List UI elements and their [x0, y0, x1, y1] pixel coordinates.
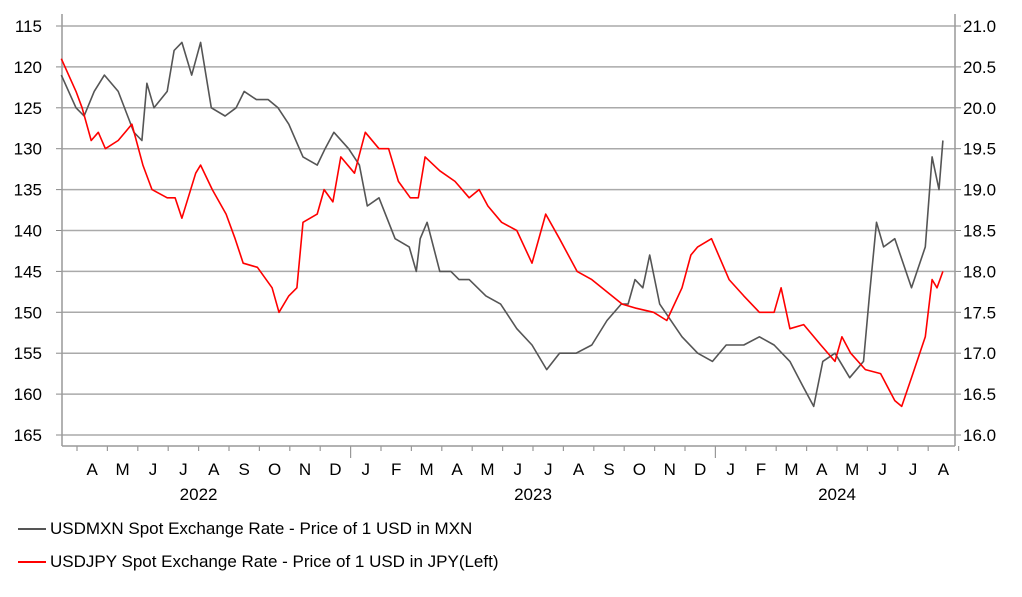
left-tick-label: 125 [14, 99, 42, 118]
right-tick-label: 17.5 [963, 303, 996, 322]
month-label: O [633, 460, 646, 479]
right-tick-label: 20.0 [963, 99, 996, 118]
year-label: 2023 [514, 485, 552, 504]
month-label: M [420, 460, 434, 479]
month-label: J [362, 460, 371, 479]
legend-swatch-mxn [18, 528, 46, 530]
right-tick-label: 21.0 [963, 17, 996, 36]
month-label: S [603, 460, 614, 479]
month-label: A [816, 460, 828, 479]
left-tick-label: 145 [14, 262, 42, 281]
left-tick-label: 130 [14, 140, 42, 159]
month-label: A [208, 460, 220, 479]
month-label: A [87, 460, 99, 479]
legend-label-jpy: USDJPY Spot Exchange Rate - Price of 1 U… [50, 552, 499, 571]
left-tick-label: 165 [14, 426, 42, 445]
month-label: J [726, 460, 735, 479]
year-label: 2024 [818, 485, 856, 504]
left-tick-label: 140 [14, 222, 42, 241]
series-line-usdmxn [60, 41, 944, 408]
month-label: D [694, 460, 706, 479]
right-tick-label: 19.0 [963, 181, 996, 200]
month-label: M [480, 460, 494, 479]
left-tick-label: 155 [14, 344, 42, 363]
month-label: S [239, 460, 250, 479]
month-label: J [149, 460, 158, 479]
legend-item-jpy: USDJPY Spot Exchange Rate - Price of 1 U… [18, 552, 499, 572]
month-label: J [514, 460, 523, 479]
month-label: M [116, 460, 130, 479]
month-label: J [909, 460, 918, 479]
right-tick-label: 16.5 [963, 385, 996, 404]
month-label: D [329, 460, 341, 479]
right-tick-label: 16.0 [963, 426, 996, 445]
left-tick-label: 150 [14, 303, 42, 322]
month-label: M [845, 460, 859, 479]
month-label: N [664, 460, 676, 479]
month-label: A [938, 460, 950, 479]
series-line-usdjpy [60, 58, 944, 408]
legend-swatch-jpy [18, 561, 46, 563]
left-tick-label: 115 [15, 17, 42, 36]
left-tick-label: 160 [14, 385, 42, 404]
month-label: M [784, 460, 798, 479]
month-label: F [756, 460, 766, 479]
right-tick-label: 18.0 [963, 262, 996, 281]
left-tick-label: 135 [14, 181, 42, 200]
month-label: J [179, 460, 188, 479]
legend-label-mxn: USDMXN Spot Exchange Rate - Price of 1 U… [50, 519, 473, 538]
right-tick-label: 19.5 [963, 140, 996, 159]
right-tick-label: 18.5 [963, 222, 996, 241]
right-tick-label: 20.5 [963, 58, 996, 77]
left-tick-label: 120 [14, 58, 42, 77]
right-tick-label: 17.0 [963, 344, 996, 363]
month-label: O [268, 460, 281, 479]
month-label: A [451, 460, 463, 479]
month-label: N [299, 460, 311, 479]
year-label: 2022 [180, 485, 218, 504]
legend-item-mxn: USDMXN Spot Exchange Rate - Price of 1 U… [18, 519, 472, 539]
month-label: A [573, 460, 585, 479]
month-label: J [878, 460, 887, 479]
month-label: J [544, 460, 553, 479]
month-label: F [391, 460, 401, 479]
